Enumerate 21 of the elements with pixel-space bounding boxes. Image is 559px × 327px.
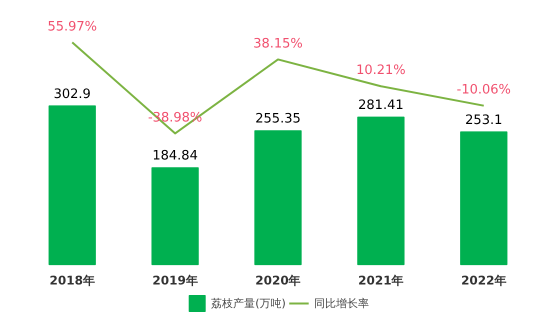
- data-label: 10.21%: [356, 63, 406, 78]
- x-tick-label: 2019年: [152, 274, 198, 288]
- bar: [460, 131, 508, 266]
- data-label: 253.1: [465, 112, 502, 128]
- x-tick-label: 2020年: [255, 274, 301, 288]
- data-label: 281.41: [358, 98, 404, 114]
- data-label: -10.06%: [456, 82, 511, 98]
- data-label: 255.35: [255, 112, 301, 127]
- bar: [357, 116, 405, 266]
- legend-label: 同比增长率: [314, 296, 369, 310]
- bar: [48, 105, 96, 266]
- bar: [254, 130, 302, 266]
- x-tick-label: 2022年: [461, 274, 506, 288]
- data-label: 38.15%: [253, 36, 303, 52]
- legend-label: 荔枝产量(万吨): [211, 296, 286, 310]
- data-label: 302.9: [54, 86, 91, 102]
- x-tick-label: 2018年: [50, 274, 95, 288]
- data-label: 55.97%: [47, 19, 98, 34]
- x-tick-label: 2021年: [358, 274, 404, 288]
- data-label: 184.84: [152, 148, 198, 164]
- bar: [151, 167, 199, 266]
